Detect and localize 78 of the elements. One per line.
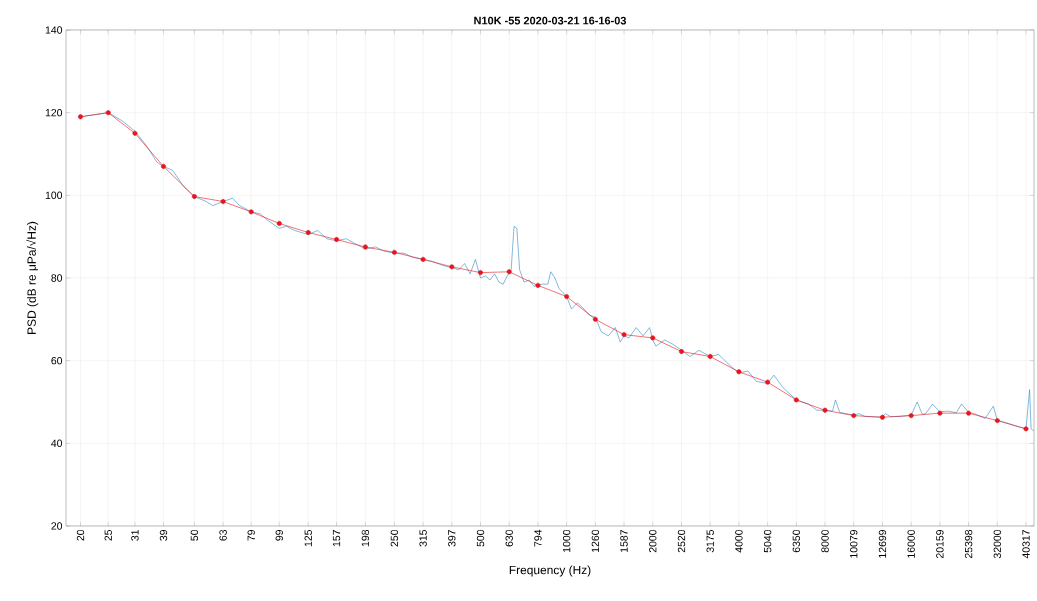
x-tick-label: 25 xyxy=(104,529,112,541)
point xyxy=(276,220,282,226)
x-tick-label: 4000 xyxy=(735,529,743,553)
x-axis-title: Frequency (Hz) xyxy=(509,565,591,577)
point xyxy=(248,209,254,215)
x-tick-label: 397 xyxy=(448,530,456,547)
point xyxy=(362,244,368,250)
x-tick-label: 500 xyxy=(476,529,485,547)
y-tick-label: 100 xyxy=(45,191,63,200)
point xyxy=(879,414,885,420)
x-tick-label: 31 xyxy=(131,530,139,541)
point xyxy=(994,418,1000,424)
point xyxy=(678,349,684,355)
point xyxy=(592,316,598,322)
point xyxy=(78,114,83,120)
x-tick-label: 39 xyxy=(159,530,168,541)
point xyxy=(908,413,914,419)
point xyxy=(966,410,972,416)
point xyxy=(105,110,111,116)
x-tick-label: 79 xyxy=(247,530,255,541)
point xyxy=(160,163,166,169)
x-tick-label: 50 xyxy=(190,529,199,541)
x-tick-label: 40317 xyxy=(1022,530,1030,559)
x-tick-label: 1587 xyxy=(620,530,628,552)
point xyxy=(765,379,771,385)
y-tick-label: 120 xyxy=(45,108,63,117)
x-tick-label: 8000 xyxy=(821,529,829,553)
x-tick-label: 1000 xyxy=(562,529,571,552)
y-tick-label: 60 xyxy=(51,356,63,365)
x-tick-label: 99 xyxy=(275,530,283,541)
x-tick-label: 16000 xyxy=(907,529,915,558)
x-tick-label: 20159 xyxy=(936,530,944,559)
x-tick-label: 2000 xyxy=(649,529,657,553)
x-tick-label: 10079 xyxy=(850,530,858,558)
x-tick-label: 1260 xyxy=(591,529,600,552)
x-tick-label: 157 xyxy=(332,530,341,547)
x-tick-label: 5040 xyxy=(763,529,772,553)
point xyxy=(822,407,828,413)
y-tick-label: 20 xyxy=(51,522,63,530)
point xyxy=(650,335,656,341)
point xyxy=(793,397,799,403)
point xyxy=(937,410,943,416)
x-tick-label: 794 xyxy=(534,529,542,547)
point xyxy=(506,269,512,275)
y-tick-label: 140 xyxy=(45,26,63,34)
point xyxy=(391,249,397,255)
point xyxy=(220,199,226,205)
x-tick-label: 63 xyxy=(219,529,227,541)
point xyxy=(1023,426,1029,432)
y-tick-label: 80 xyxy=(51,274,63,282)
x-tick-label: 125 xyxy=(304,529,312,547)
point xyxy=(191,194,197,200)
point xyxy=(621,332,627,338)
x-tick-label: 250 xyxy=(390,529,399,547)
y-tick-label: 40 xyxy=(51,439,63,448)
point xyxy=(449,264,455,270)
x-tick-label: 198 xyxy=(361,529,370,547)
chart-title: N10K -55 2020-03-21 16-16-03 xyxy=(474,16,627,25)
point xyxy=(334,237,340,243)
point xyxy=(707,354,713,360)
x-tick-label: 12699 xyxy=(878,530,887,558)
x-tick-label: 20 xyxy=(76,529,85,541)
x-tick-label: 25398 xyxy=(964,529,973,559)
point xyxy=(478,270,483,276)
point xyxy=(736,369,742,375)
x-tick-label: 3175 xyxy=(706,529,714,553)
point xyxy=(305,230,311,236)
point xyxy=(564,294,570,300)
x-tick-label: 32000 xyxy=(993,529,1001,559)
point xyxy=(535,282,541,288)
point xyxy=(132,130,138,136)
x-tick-label: 2520 xyxy=(677,529,686,553)
y-axis-title: PSD (dB re μPa/√Hz) xyxy=(26,221,39,334)
x-tick-label: 6350 xyxy=(792,529,801,553)
x-tick-label: 630 xyxy=(505,529,513,547)
point xyxy=(420,256,426,262)
point xyxy=(851,413,857,419)
x-tick-label: 315 xyxy=(419,529,427,547)
